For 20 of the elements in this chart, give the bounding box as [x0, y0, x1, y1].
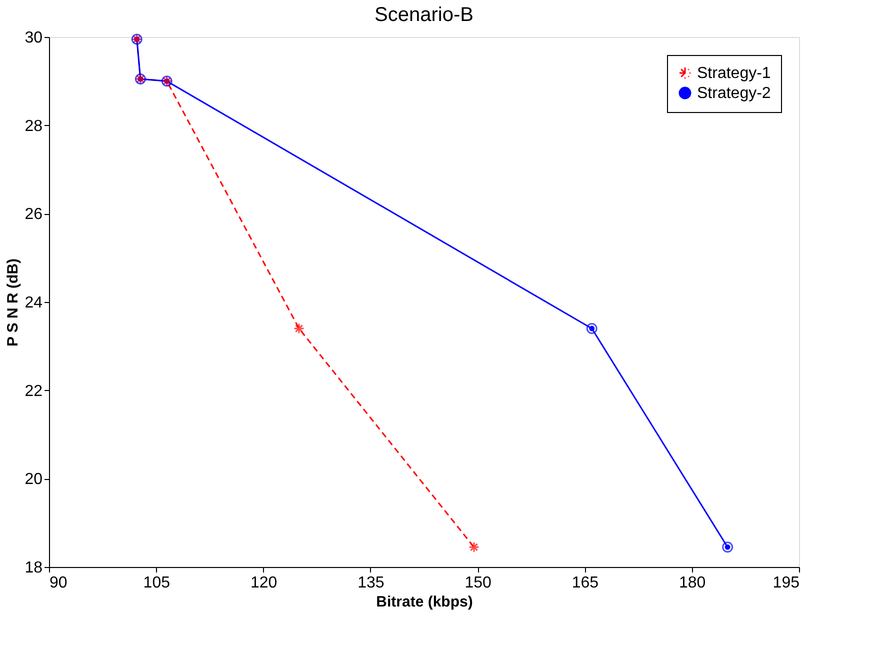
y-tick-label: 26 [24, 206, 43, 224]
y-tick-label: 30 [24, 30, 43, 46]
chart-title: Scenario-B [374, 4, 474, 26]
x-tick-label: 120 [250, 574, 278, 592]
legend-label: Strategy-1 [697, 65, 771, 82]
y-axis-title: P S N R (dB) [4, 258, 22, 347]
x-tick-label: 90 [50, 574, 68, 592]
y-tick-label: 20 [24, 471, 43, 488]
legend-label: Strategy-2 [697, 85, 771, 102]
y-tick-label: 24 [24, 294, 43, 312]
y-tick-label: 18 [24, 560, 43, 576]
y-tick-label: 28 [24, 118, 43, 135]
x-tick-label: 195 [772, 574, 800, 592]
x-tick-label: 135 [358, 574, 384, 592]
x-tick-label: 165 [572, 574, 599, 592]
x-tick-label: 150 [464, 574, 492, 592]
y-tick-label: 22 [24, 382, 43, 400]
x-tick-label: 180 [679, 574, 706, 592]
x-axis-title: Bitrate (kbps) [376, 594, 473, 610]
x-tick-label: 105 [143, 574, 170, 592]
